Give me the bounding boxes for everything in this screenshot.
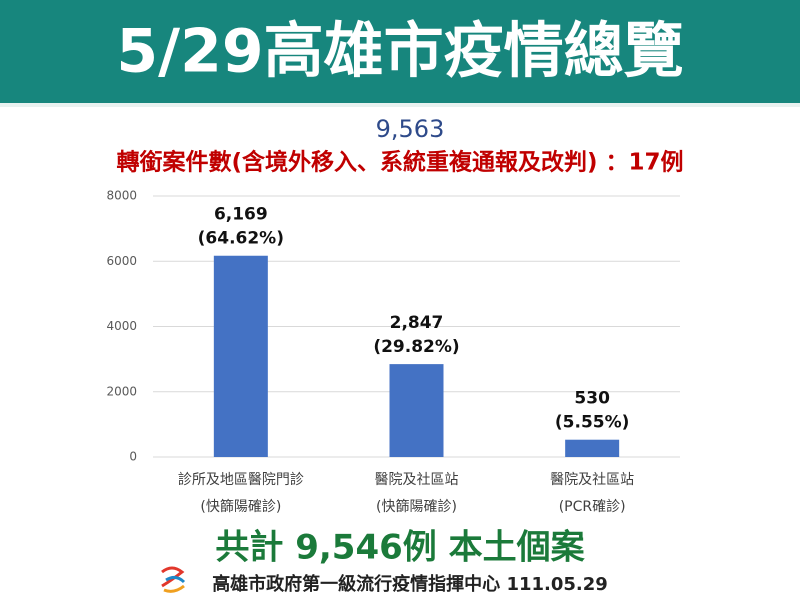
value-label: 6,169 [214,205,268,225]
percent-label: (64.62%) [198,229,284,249]
bar [565,439,620,457]
percent-label: (5.55%) [555,413,630,433]
x-tick-label: 醫院及社區站(快篩陽確診) [375,472,459,515]
y-tick-label: 8000 [106,189,137,203]
y-tick-label: 4000 [106,319,137,333]
bar [213,255,268,457]
header-banner [0,0,800,103]
bar [389,364,444,457]
y-tick-label: 0 [129,450,137,464]
y-tick-label: 2000 [106,384,137,398]
header-title: 5/29高雄市疫情總覽 [116,17,683,87]
x-tick-label: 診所及地區醫院門診(快篩陽確診) [178,472,304,515]
total-annotation: 9,563 [376,115,445,143]
value-label: 2,847 [390,313,444,333]
header-stripe [0,103,800,107]
source: 高雄市政府第一級流行疫情指揮中心 111.05.29 [212,573,608,595]
value-label: 530 [574,389,610,409]
logo [161,566,186,593]
y-tick-label: 6000 [106,254,137,268]
percent-label: (29.82%) [373,337,459,357]
transfer-annotation: 轉銜案件數(含境外移入、系統重複通報及改判) ：17例 [116,149,683,176]
summary: 共計 9,546例 本土個案 [215,528,585,568]
x-tick-label: 醫院及社區站(PCR確診) [550,472,634,515]
